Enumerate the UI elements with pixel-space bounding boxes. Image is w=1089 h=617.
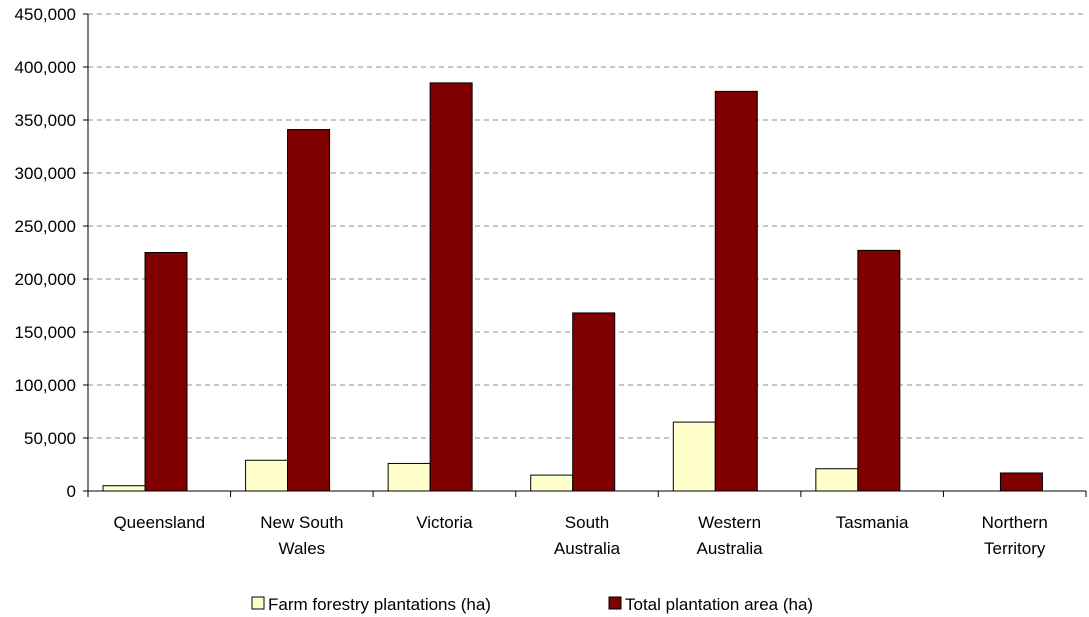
y-tick-label: 200,000 (15, 270, 76, 289)
y-tick-label: 150,000 (15, 323, 76, 342)
bar (999, 472, 1043, 492)
bar (287, 129, 331, 492)
y-tick-label: 350,000 (15, 111, 76, 130)
x-tick-label: Queensland (113, 513, 205, 532)
x-tick-label: Victoria (416, 513, 473, 532)
x-axis: Queensland New South Wales Victoria South Aus… (87, 490, 1087, 558)
bar (714, 90, 758, 492)
x-tick-label: New South (260, 513, 343, 532)
y-tick-label: 300,000 (15, 164, 76, 183)
bar (530, 474, 574, 492)
gridlines (88, 13, 1086, 439)
y-tick-label: 50,000 (24, 429, 76, 448)
x-tick-label: Australia (697, 539, 764, 558)
y-tick-label: 100,000 (15, 376, 76, 395)
bar (144, 252, 188, 492)
x-tick-label: Wales (279, 539, 326, 558)
bar (102, 485, 146, 492)
x-tick-label: South (565, 513, 609, 532)
x-tick-label: Australia (554, 539, 621, 558)
legend-label: Total plantation area (ha) (625, 595, 813, 614)
bar (245, 459, 289, 492)
bars (102, 82, 1043, 492)
legend-swatch (608, 596, 622, 610)
x-tick-label: Tasmania (836, 513, 909, 532)
bar (429, 82, 473, 492)
legend-label: Farm forestry plantations (ha) (268, 595, 491, 614)
legend: Farm forestry plantations (ha) Total plan… (251, 595, 813, 614)
bar (815, 468, 859, 492)
bar (672, 421, 716, 492)
y-axis: 0 50,000 100,000 150,000 200,000 250,000 300,0… (15, 5, 89, 501)
x-tick-label: Western (698, 513, 761, 532)
x-tick-label: Northern (982, 513, 1048, 532)
y-tick-label: 450,000 (15, 5, 76, 24)
y-tick-label: 250,000 (15, 217, 76, 236)
y-tick-label: 0 (67, 482, 76, 501)
bar (572, 312, 616, 492)
x-tick-label: Territory (984, 539, 1046, 558)
bar (387, 462, 431, 492)
bar (857, 249, 901, 492)
legend-swatch (251, 596, 265, 610)
y-tick-label: 400,000 (15, 58, 76, 77)
